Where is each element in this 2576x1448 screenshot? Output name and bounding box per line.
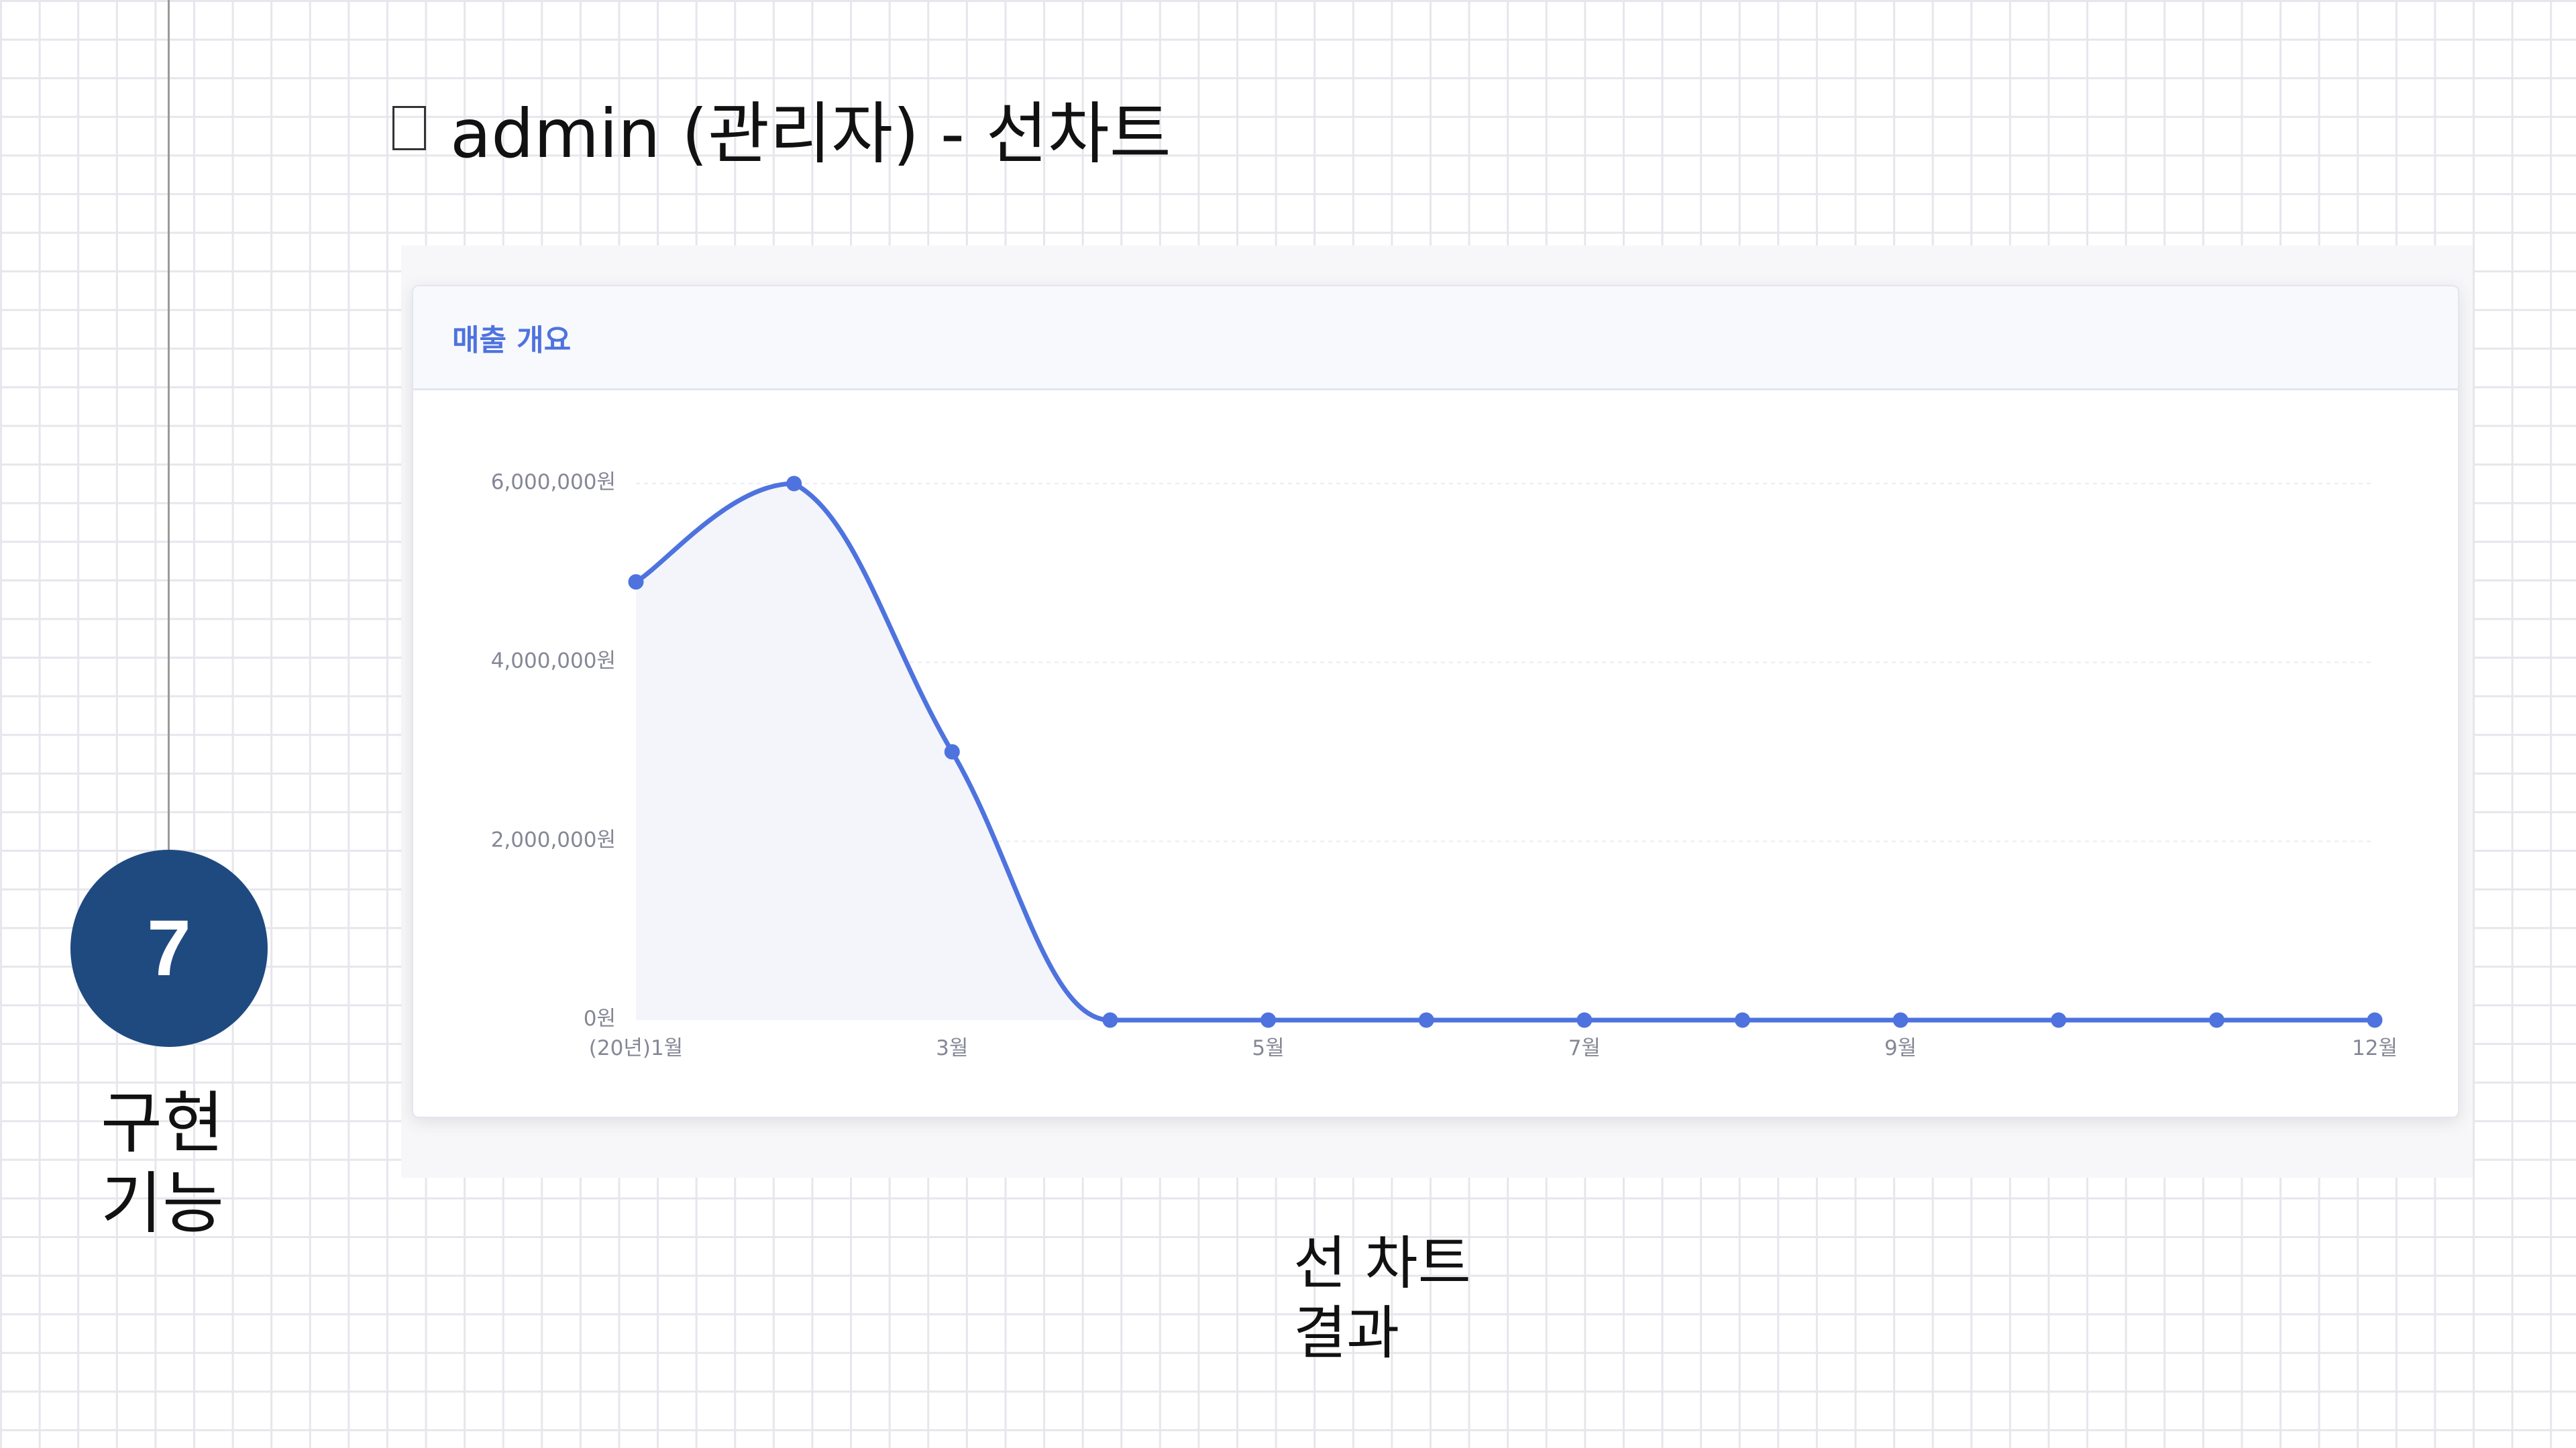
x-tick-label: 5월	[1252, 1036, 1284, 1060]
step-label: 구현 기능	[101, 1083, 275, 1244]
data-point	[1892, 1012, 1909, 1028]
step-number-badge: 7	[70, 850, 268, 1047]
data-point	[1102, 1012, 1118, 1028]
page-title: admin (관리자) - 선차트	[392, 79, 1171, 176]
y-tick-label: 2,000,000원	[491, 828, 616, 852]
y-tick-label: 6,000,000원	[491, 470, 616, 494]
data-point	[944, 744, 960, 760]
line-chart: 0원 2,000,000원 4,000,000원 6,000,000원 (20년)1월 3…	[491, 470, 2398, 1060]
card-header: 매출 개요	[413, 286, 2458, 390]
step-label-line1: 구현	[101, 1084, 224, 1162]
step-number: 7	[147, 904, 191, 993]
sales-overview-card: 매출 개요 0원 2,000,000원 4,000,000원 6,000,000원 (2…	[412, 285, 2459, 1118]
data-point	[628, 574, 644, 590]
caption-line2: 결과	[1293, 1300, 1400, 1367]
x-tick-label: 9월	[1884, 1036, 1917, 1060]
page-title-text: admin (관리자) - 선차트	[450, 95, 1171, 173]
timeline-line	[168, 0, 170, 852]
y-tick-label: 4,000,000원	[491, 649, 616, 673]
card-title: 매출 개요	[452, 323, 572, 357]
data-point	[2051, 1012, 2067, 1028]
caption-line1: 선 차트	[1293, 1230, 1471, 1297]
series-area	[636, 484, 2375, 1020]
data-point	[1260, 1012, 1277, 1028]
y-tick-label: 0원	[584, 1007, 616, 1031]
step-label-line2: 기능	[101, 1164, 224, 1243]
x-tick-label: 12월	[2352, 1036, 2398, 1060]
x-tick-label: 7월	[1568, 1036, 1601, 1060]
data-point	[786, 476, 802, 492]
data-point	[1734, 1012, 1750, 1028]
caption: 선 차트 결과	[1293, 1229, 1562, 1368]
data-point	[1418, 1012, 1434, 1028]
data-point	[1576, 1012, 1593, 1028]
x-tick-label: 3월	[936, 1036, 968, 1060]
checkbox-glyph-icon	[392, 105, 426, 150]
data-point	[2208, 1012, 2224, 1028]
data-point	[2367, 1012, 2383, 1028]
x-tick-label: (20년)1월	[589, 1036, 683, 1060]
